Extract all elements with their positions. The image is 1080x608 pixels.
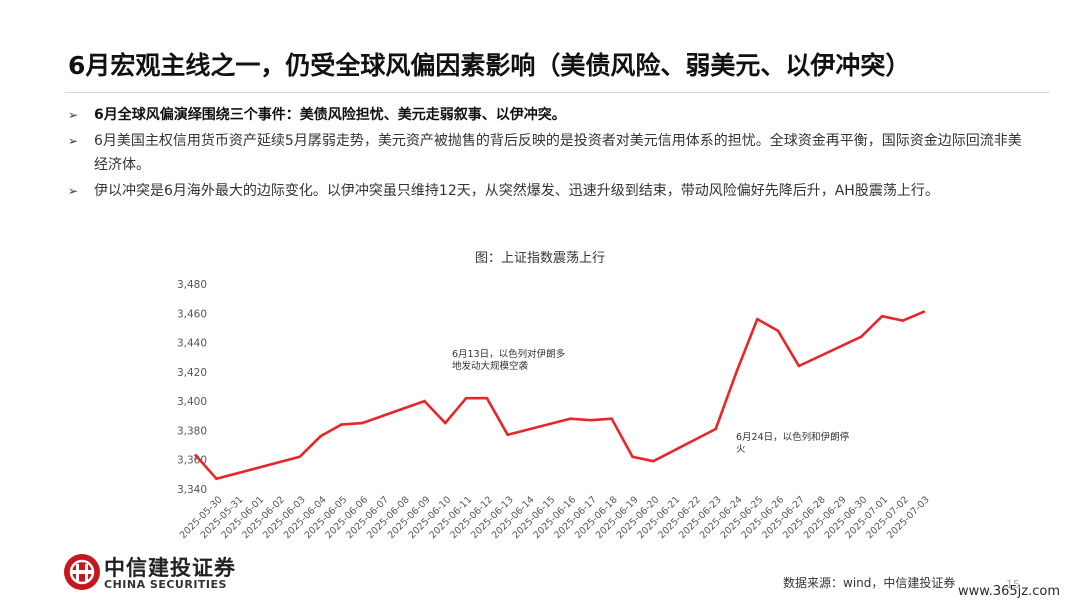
data-point [589, 418, 593, 422]
arrow-bullet-icon: ➢ [68, 108, 79, 122]
y-tick-label: 3,340 [177, 484, 207, 496]
annotation-text: 6月13日，以色列对伊朗多 [452, 348, 565, 360]
data-point [860, 335, 863, 339]
bullet-text: 伊以冲突是6月海外最大的边际变化。以伊冲突虽只维持12天，从突然爆发、迅速升级到… [94, 183, 939, 199]
annotation-text: 地发动大规模空袭 [452, 360, 529, 372]
watermark: www.365jz.com [958, 584, 1060, 599]
series-line [194, 310, 926, 481]
y-tick-label: 3,380 [177, 425, 207, 437]
y-tick-label: 3,460 [177, 308, 207, 320]
data-point [506, 433, 510, 437]
chart-title: 图：上证指数震荡上行 [474, 251, 605, 266]
data-point [652, 459, 655, 463]
y-tick-label: 3,480 [177, 279, 207, 291]
data-point [464, 396, 468, 400]
y-tick-label: 3,420 [177, 367, 207, 379]
data-point [901, 319, 905, 322]
logo-name-cn: 中信建投证券 [104, 556, 236, 580]
data-point [298, 455, 302, 459]
data-point [610, 417, 613, 421]
bullet-list: ➢ 6月全球风偏演绎围绕三个事件：美债风险担忧、美元走弱叙事、以伊冲突。 ➢ 6… [68, 103, 1023, 205]
data-point [714, 427, 717, 431]
bullet-item: ➢ 6月美国主权信用货币资产延续5月孱弱走势，美元资产被抛售的背后反映的是投资者… [68, 129, 1023, 177]
data-point [776, 329, 780, 333]
data-point [215, 477, 218, 481]
data-point [922, 310, 925, 314]
bullet-text: 6月美国主权信用货币资产延续5月孱弱走势，美元资产被抛售的背后反映的是投资者对美… [94, 133, 1022, 173]
slide-title: 6月宏观主线之一，仍受全球风偏因素影响（美债风险、弱美元、以伊冲突） [68, 51, 911, 80]
logo-name-en: CHINA SECURITIES [104, 578, 227, 591]
arrow-bullet-icon: ➢ [68, 134, 79, 148]
arrow-bullet-icon: ➢ [68, 184, 79, 198]
data-point [880, 314, 884, 318]
data-source: 数据来源：wind，中信建投证券 [783, 576, 956, 590]
annotation-text: 6月24日，以色列和伊朗停 [736, 431, 850, 443]
title-divider [65, 92, 1050, 93]
page-number: 15 [1006, 578, 1020, 591]
annotation-text: 火 [736, 444, 746, 455]
bullet-text: 6月全球风偏演绎围绕三个事件：美债风险担忧、美元走弱叙事、以伊冲突。 [94, 107, 566, 123]
data-point [194, 454, 197, 457]
data-point [423, 399, 426, 403]
y-tick-label: 3,440 [177, 338, 207, 350]
bullet-item: ➢ 伊以冲突是6月海外最大的边际变化。以伊冲突虽只维持12天，从突然爆发、迅速升… [68, 179, 1023, 203]
data-point [360, 421, 364, 425]
citic-logo-icon [64, 554, 100, 590]
data-point [340, 423, 343, 426]
data-point [319, 435, 322, 438]
bullet-item: ➢ 6月全球风偏演绎围绕三个事件：美债风险担忧、美元走弱叙事、以伊冲突。 [68, 103, 1023, 127]
company-logo: 中信建投证券 CHINA SECURITIES [62, 550, 247, 598]
data-point [797, 364, 801, 368]
y-tick-label: 3,400 [177, 396, 207, 408]
data-point [485, 396, 489, 400]
data-point [756, 317, 759, 321]
data-point [568, 417, 572, 421]
data-point [444, 421, 447, 425]
data-point [735, 370, 738, 374]
data-point [631, 455, 634, 459]
